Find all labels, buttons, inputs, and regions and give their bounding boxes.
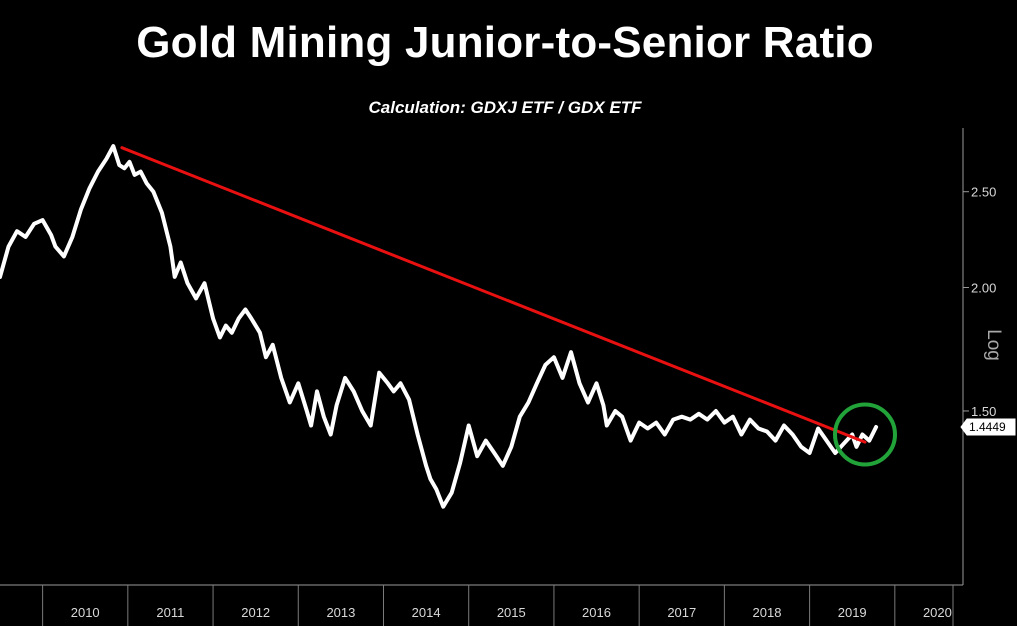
x-tick-label-2018: 2018 [753,605,782,620]
y-axis-ticks: 1.50 2.00 2.50 1.4449 [960,185,1016,436]
y-scale-label: Log [983,329,1004,361]
x-tick-label-2012: 2012 [241,605,270,620]
x-tick-label-2019: 2019 [838,605,867,620]
x-tick-label-2016: 2016 [582,605,611,620]
chart-title: Gold Mining Junior-to-Senior Ratio [136,18,874,67]
last-value-label: 1.4449 [969,420,1006,434]
last-value-badge: 1.4449 [960,418,1016,436]
x-tick-label-2010: 2010 [71,605,100,620]
x-tick-label-2013: 2013 [326,605,355,620]
x-axis-ticks: 2010 2011 2012 2013 2014 2015 2016 2017 2018 2019… [42,585,954,626]
series-line-ratio [0,144,879,509]
plot-area [0,144,897,509]
y-tick-label-0: 1.50 [971,404,996,419]
trendline [120,146,867,444]
axes: Log [0,128,1004,586]
chart-subtitle: Calculation: GDXJ ETF / GDX ETF [368,98,642,117]
y-tick-label-2: 2.50 [971,185,996,200]
highlight-circle [833,402,897,467]
x-tick-label-2017: 2017 [667,605,696,620]
x-tick-label-2014: 2014 [412,605,441,620]
y-tick-label-1: 2.00 [971,281,996,296]
x-tick-label-2015: 2015 [497,605,526,620]
x-tick-label-2020: 2020 [923,605,952,620]
last-value-box [960,418,1016,436]
x-tick-label-2011: 2011 [156,605,184,620]
